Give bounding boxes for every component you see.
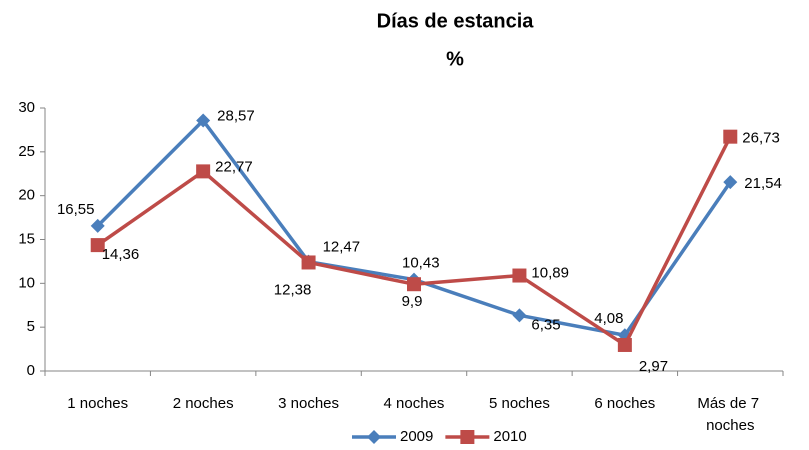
data-label: 10,89 bbox=[531, 264, 569, 281]
point bbox=[301, 255, 316, 270]
data-label: 9,9 bbox=[402, 293, 423, 310]
point bbox=[512, 268, 527, 283]
x-tick-label: 3 noches bbox=[278, 395, 339, 412]
data-label: 14,36 bbox=[102, 246, 140, 263]
data-label: 28,57 bbox=[217, 108, 255, 125]
point bbox=[367, 430, 381, 444]
y-tick-label: 20 bbox=[18, 187, 35, 204]
data-label: 4,08 bbox=[594, 310, 623, 327]
x-tick-label: 6 noches bbox=[594, 395, 655, 412]
x-tick-label: Más de 7 noches bbox=[697, 395, 763, 434]
legend-label: 2009 bbox=[400, 428, 433, 445]
x-tick-label: 5 noches bbox=[489, 395, 550, 412]
x-tick-label: 2 noches bbox=[173, 395, 234, 412]
point bbox=[512, 308, 527, 323]
y-tick-label: 0 bbox=[27, 362, 35, 379]
data-label: 26,73 bbox=[742, 130, 780, 147]
data-label: 10,43 bbox=[402, 255, 440, 272]
data-label: 22,77 bbox=[215, 158, 253, 175]
y-tick-label: 25 bbox=[18, 143, 35, 160]
point bbox=[196, 113, 211, 128]
point bbox=[723, 175, 738, 190]
y-tick-label: 10 bbox=[18, 274, 35, 291]
x-tick-label: 4 noches bbox=[384, 395, 445, 412]
point bbox=[196, 164, 211, 179]
chart-subtitle: % bbox=[446, 48, 464, 70]
data-label: 6,35 bbox=[531, 316, 560, 333]
point bbox=[90, 218, 105, 233]
point bbox=[723, 129, 738, 144]
point bbox=[460, 430, 475, 444]
y-tick-label: 30 bbox=[18, 99, 35, 116]
chart-title: Días de estancia bbox=[377, 10, 535, 32]
point bbox=[617, 337, 632, 352]
y-tick-label: 5 bbox=[27, 318, 35, 335]
x-tick-label-line: noches bbox=[706, 417, 754, 434]
y-tick-label: 15 bbox=[18, 230, 35, 247]
x-tick-label: 1 noches bbox=[67, 395, 128, 412]
point bbox=[407, 277, 421, 292]
data-label: 16,55 bbox=[57, 201, 95, 218]
series-line bbox=[96, 135, 732, 347]
legend-label: 2010 bbox=[493, 428, 526, 445]
data-label: 12,38 bbox=[274, 281, 312, 298]
point bbox=[90, 238, 105, 253]
x-tick-label-line: Más de 7 bbox=[697, 395, 763, 412]
data-label: 21,54 bbox=[744, 175, 782, 192]
data-label: 12,47 bbox=[323, 239, 361, 256]
data-label: 2,97 bbox=[639, 358, 668, 375]
